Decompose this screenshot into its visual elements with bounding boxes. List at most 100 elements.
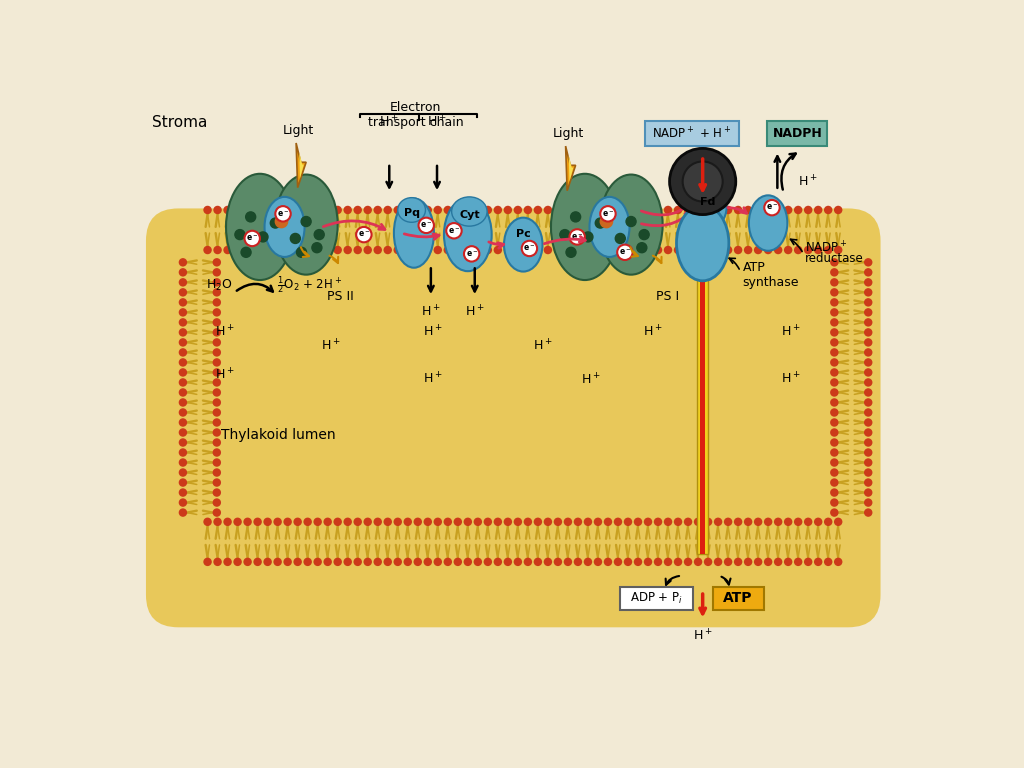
Circle shape — [563, 206, 572, 214]
Circle shape — [223, 206, 231, 214]
Circle shape — [774, 518, 782, 526]
Text: H$^+$: H$^+$ — [423, 371, 442, 386]
Polygon shape — [296, 143, 306, 187]
Circle shape — [694, 518, 702, 526]
Circle shape — [419, 217, 434, 233]
Polygon shape — [299, 152, 304, 178]
Text: NADPH: NADPH — [772, 127, 822, 141]
Circle shape — [613, 518, 623, 526]
Circle shape — [784, 246, 793, 254]
Circle shape — [213, 518, 222, 526]
Circle shape — [324, 206, 332, 214]
Circle shape — [213, 298, 221, 306]
Text: Stroma: Stroma — [153, 115, 208, 131]
Circle shape — [213, 318, 221, 326]
Circle shape — [830, 298, 839, 306]
Circle shape — [424, 518, 432, 526]
Text: Pc: Pc — [516, 229, 530, 239]
Circle shape — [403, 246, 412, 254]
Circle shape — [724, 558, 732, 566]
Circle shape — [604, 206, 612, 214]
Circle shape — [178, 278, 187, 286]
Circle shape — [443, 206, 452, 214]
Circle shape — [830, 308, 839, 316]
Text: e$^-$: e$^-$ — [602, 209, 614, 219]
Circle shape — [864, 348, 872, 356]
Circle shape — [584, 246, 592, 254]
Circle shape — [313, 518, 322, 526]
Circle shape — [824, 246, 833, 254]
Circle shape — [178, 488, 187, 497]
Circle shape — [213, 378, 221, 386]
Circle shape — [764, 206, 772, 214]
Circle shape — [644, 246, 652, 254]
Circle shape — [653, 206, 663, 214]
Circle shape — [514, 518, 522, 526]
Circle shape — [294, 246, 302, 254]
Circle shape — [864, 368, 872, 376]
Circle shape — [664, 206, 672, 214]
Circle shape — [734, 206, 742, 214]
Circle shape — [864, 478, 872, 487]
Circle shape — [774, 246, 782, 254]
Text: $\frac{1}{2}$O$_2$ + 2H$^+$: $\frac{1}{2}$O$_2$ + 2H$^+$ — [276, 275, 342, 296]
Circle shape — [494, 246, 502, 254]
Circle shape — [297, 247, 306, 257]
Circle shape — [343, 246, 352, 254]
Circle shape — [324, 246, 332, 254]
Circle shape — [284, 518, 292, 526]
Ellipse shape — [551, 174, 618, 280]
Circle shape — [521, 241, 538, 257]
Text: H$^+$: H$^+$ — [582, 372, 601, 388]
Circle shape — [794, 518, 803, 526]
Circle shape — [523, 558, 532, 566]
Circle shape — [364, 246, 372, 254]
Circle shape — [263, 558, 271, 566]
Circle shape — [514, 558, 522, 566]
Circle shape — [830, 468, 839, 477]
Text: e$^-$: e$^-$ — [420, 220, 432, 230]
Circle shape — [284, 558, 292, 566]
Circle shape — [374, 206, 382, 214]
Circle shape — [834, 518, 843, 526]
Circle shape — [178, 389, 187, 397]
Ellipse shape — [394, 198, 434, 268]
Circle shape — [734, 518, 742, 526]
Circle shape — [834, 246, 843, 254]
Circle shape — [830, 258, 839, 266]
Circle shape — [178, 348, 187, 356]
Circle shape — [213, 478, 221, 487]
Text: reductase: reductase — [805, 252, 864, 264]
Circle shape — [213, 558, 222, 566]
FancyBboxPatch shape — [713, 587, 764, 610]
Circle shape — [670, 148, 736, 214]
Text: H$^+$: H$^+$ — [321, 339, 341, 354]
Circle shape — [213, 348, 221, 356]
Circle shape — [864, 258, 872, 266]
Circle shape — [674, 558, 682, 566]
Circle shape — [294, 206, 302, 214]
Circle shape — [284, 206, 292, 214]
Circle shape — [653, 558, 663, 566]
Ellipse shape — [677, 205, 729, 281]
Circle shape — [544, 206, 552, 214]
Circle shape — [454, 518, 462, 526]
Circle shape — [178, 429, 187, 437]
Text: Electron
transport chain: Electron transport chain — [368, 101, 463, 128]
Circle shape — [213, 439, 221, 447]
Circle shape — [864, 439, 872, 447]
Circle shape — [213, 389, 221, 397]
Circle shape — [275, 215, 288, 227]
Circle shape — [291, 233, 300, 243]
Circle shape — [424, 206, 432, 214]
Circle shape — [244, 558, 252, 566]
Circle shape — [263, 246, 271, 254]
Circle shape — [544, 558, 552, 566]
Circle shape — [374, 518, 382, 526]
Text: ATP
synthase: ATP synthase — [742, 261, 799, 290]
Circle shape — [294, 518, 302, 526]
Circle shape — [313, 246, 322, 254]
Circle shape — [483, 558, 493, 566]
Circle shape — [343, 518, 352, 526]
Circle shape — [554, 206, 562, 214]
